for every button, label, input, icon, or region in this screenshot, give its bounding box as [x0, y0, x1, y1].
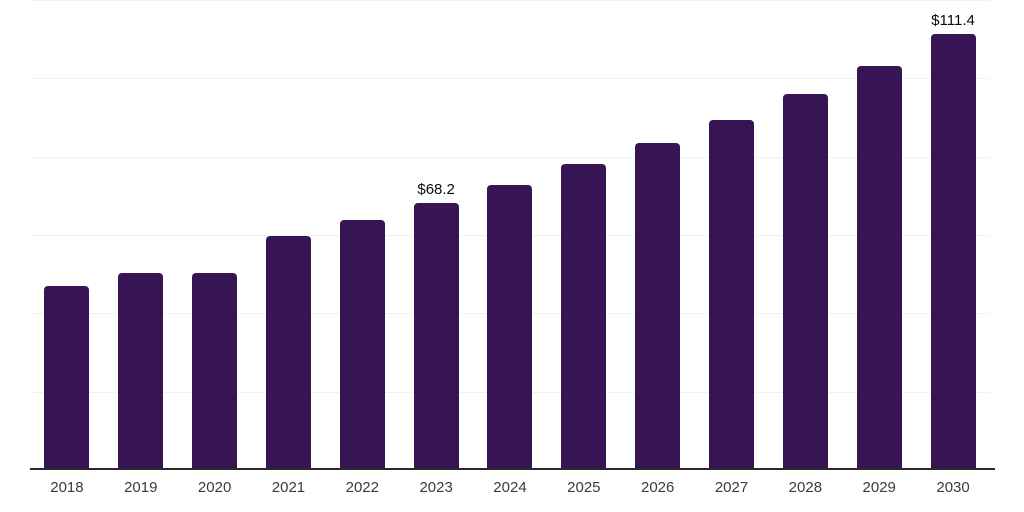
- bar-slot-2023: $68.2: [399, 0, 473, 470]
- x-tick-label-2030: 2030: [936, 479, 970, 496]
- gridline-120: [30, 0, 990, 1]
- x-tick-label-2022: 2022: [345, 479, 379, 496]
- bar-slot-2029: [842, 0, 916, 470]
- bar-2020: [192, 273, 238, 470]
- bar-2019: [118, 273, 164, 470]
- gridline-80: [30, 156, 990, 158]
- x-axis-tick-labels: 2018 2019 2020 2021 2022 2023 2024 2025 2026 2027…: [30, 479, 990, 496]
- x-tick-label-2018: 2018: [50, 479, 84, 496]
- bar-slot-2025: [547, 0, 621, 470]
- bar-slot-2021: [252, 0, 326, 470]
- bar-2022: [339, 220, 385, 470]
- bar-slot-2022: [325, 0, 399, 470]
- x-tick-label-2026: 2026: [640, 479, 675, 496]
- bar-2021: [265, 236, 311, 470]
- x-tick-label-2020: 2020: [197, 479, 232, 496]
- bar-2018: [44, 285, 90, 470]
- bar-slot-2027: [695, 0, 769, 470]
- bars-layer: $68.2 $111.4: [30, 0, 990, 470]
- plot-area: $68.2 $111.4: [30, 0, 990, 470]
- x-tick-label-2024: 2024: [493, 479, 527, 496]
- bar-2029: [856, 66, 902, 470]
- bar-slot-2020: [178, 0, 252, 470]
- x-tick-label-2021: 2021: [271, 479, 306, 496]
- bar-slot-2024: [473, 0, 547, 470]
- bar-slot-2028: [768, 0, 842, 470]
- bar-2025: [561, 164, 607, 470]
- bar-slot-2019: [104, 0, 178, 470]
- bar-2030: $111.4: [930, 12, 976, 470]
- bar-2024: [487, 184, 533, 470]
- bar-value-label-2023: $68.2: [417, 180, 455, 198]
- bar-2028: [782, 94, 828, 470]
- bar-slot-2030: $111.4: [916, 0, 990, 470]
- bar-slot-2018: [30, 0, 104, 470]
- x-tick-label-2028: 2028: [788, 479, 823, 496]
- x-tick-label-2029: 2029: [862, 479, 896, 496]
- bar-2023: $68.2: [413, 181, 459, 470]
- x-tick-label-2019: 2019: [124, 479, 158, 496]
- x-tick-label-2025: 2025: [567, 479, 601, 496]
- bar-value-label-2030: $111.4: [931, 11, 975, 29]
- bar-2026: [635, 143, 681, 470]
- bar-2027: [709, 119, 755, 470]
- x-axis-line: [30, 468, 995, 470]
- x-tick-label-2023: 2023: [419, 479, 453, 496]
- x-tick-label-2027: 2027: [714, 479, 749, 496]
- gridline-100: [30, 78, 990, 80]
- bar-slot-2026: [621, 0, 695, 470]
